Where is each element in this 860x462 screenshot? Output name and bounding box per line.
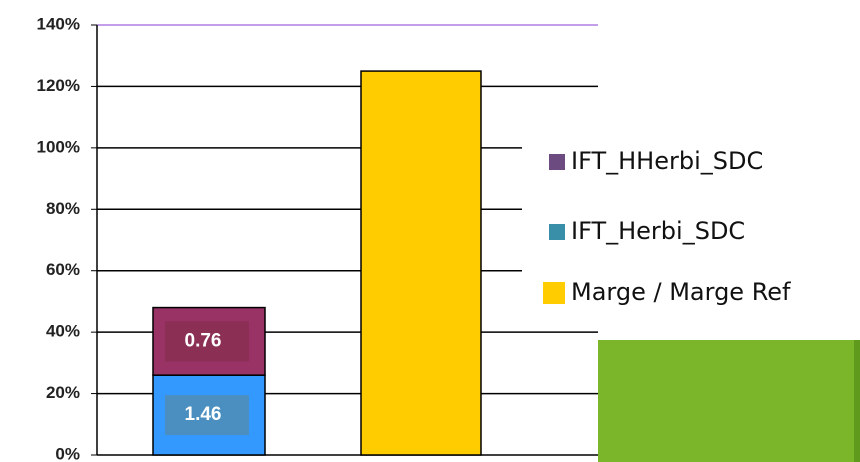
y-tick-label: 100% [37, 137, 80, 156]
data-label: 1.46 [185, 404, 222, 425]
overlay-panel [598, 340, 860, 462]
y-tick-label: 120% [37, 76, 80, 95]
y-tick-label: 80% [46, 199, 80, 218]
y-tick-label: 140% [37, 14, 80, 33]
legend-swatch [549, 154, 565, 170]
legend-swatch [543, 282, 565, 304]
data-label-box [165, 395, 249, 436]
legend-bg [522, 140, 860, 325]
y-tick-label: 20% [46, 383, 80, 402]
bar-segment [360, 70, 482, 456]
legend-label: IFT_HHerbi_SDC [571, 147, 763, 175]
legend-swatch [549, 224, 565, 240]
legend-label: IFT_Herbi_SDC [571, 217, 745, 245]
y-tick-label: 40% [46, 322, 80, 341]
overlay-edge [854, 340, 860, 462]
y-tick-label: 60% [46, 260, 80, 279]
legend-label: Marge / Marge Ref [571, 278, 791, 306]
y-tick-label: 0% [55, 444, 80, 462]
data-label-box [165, 321, 249, 362]
data-label: 0.76 [185, 330, 222, 351]
